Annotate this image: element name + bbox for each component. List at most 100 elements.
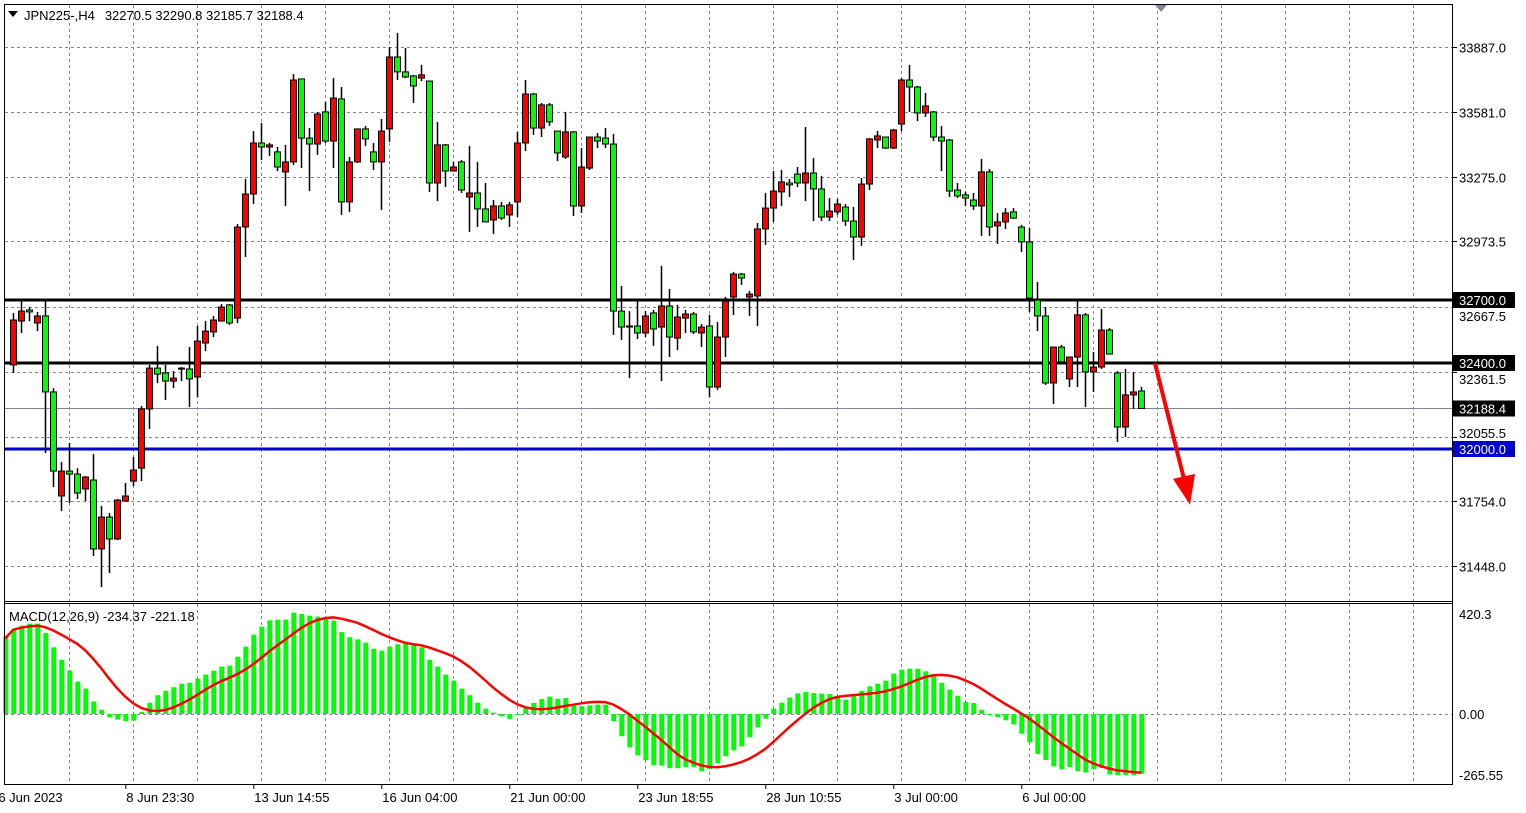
candle-body <box>298 78 305 139</box>
candle <box>818 175 825 222</box>
candle <box>306 128 313 192</box>
level-line-32000.0[interactable] <box>5 447 1452 451</box>
candle-body <box>570 131 577 207</box>
candle-body <box>506 204 513 216</box>
price-axis-label: 32973.5 <box>1459 235 1506 250</box>
candle-body <box>938 136 945 142</box>
candle <box>602 128 609 149</box>
candle <box>570 131 577 216</box>
macd-bar <box>483 708 489 714</box>
macd-bar <box>291 612 297 714</box>
candle <box>378 118 385 210</box>
candle <box>938 125 945 172</box>
candle-body <box>354 128 361 163</box>
candle-body <box>882 136 889 149</box>
candle <box>58 461 65 512</box>
level-line-32400.0[interactable] <box>5 361 1452 365</box>
candle-body <box>706 325 713 388</box>
candle <box>458 159 465 193</box>
candle <box>946 138 953 198</box>
candle-body <box>242 193 249 228</box>
chart-frame <box>4 4 1453 785</box>
candle <box>242 178 249 258</box>
price-axis-label: 32361.5 <box>1459 372 1506 387</box>
candle <box>738 272 745 285</box>
candle-body <box>762 207 769 230</box>
macd-bar <box>1051 714 1057 767</box>
time-axis-label: 21 Jun 00:00 <box>510 790 585 805</box>
macd-bar <box>787 697 793 714</box>
dropdown-triangle-icon[interactable] <box>8 11 18 17</box>
candle-body <box>874 135 881 141</box>
candle <box>754 222 761 326</box>
candle <box>554 130 561 162</box>
chart-shift-marker-icon[interactable] <box>1155 5 1167 12</box>
candle-body <box>522 93 529 144</box>
macd-bar <box>595 704 601 714</box>
candle-body <box>778 181 785 193</box>
sell-arrow-annotation[interactable] <box>1153 362 1195 505</box>
candle-body <box>1106 329 1113 355</box>
candle-body <box>602 137 609 145</box>
candle <box>1082 312 1089 408</box>
macd-bar <box>323 617 329 714</box>
candle-body <box>794 173 801 184</box>
candle <box>258 122 265 160</box>
candle-body <box>970 199 977 207</box>
candle-body <box>634 325 641 334</box>
macd-bar <box>499 714 505 717</box>
candle <box>538 102 545 138</box>
candle-body <box>826 210 833 218</box>
horizontal-level-lines[interactable] <box>5 298 1452 451</box>
candle <box>1130 371 1137 409</box>
candle-body <box>514 142 521 203</box>
candle-body <box>890 129 897 149</box>
candle-body <box>554 130 561 154</box>
level-line-32700.0[interactable] <box>5 298 1452 302</box>
macd-bar <box>27 623 33 714</box>
candle <box>722 297 729 358</box>
candle <box>298 78 305 169</box>
macd-bar <box>955 695 961 714</box>
candle-body <box>178 367 185 370</box>
arrow-shaft[interactable] <box>1153 362 1189 492</box>
macd-bar <box>843 699 849 714</box>
candle-body <box>138 408 145 469</box>
candle <box>986 168 993 236</box>
candle <box>114 498 121 541</box>
macd-bar <box>931 675 937 714</box>
candle <box>778 169 785 206</box>
candle-body <box>586 136 593 169</box>
candle <box>362 125 369 146</box>
candle <box>1090 351 1097 392</box>
candle <box>1026 228 1033 312</box>
macd-bar <box>107 714 113 718</box>
candle <box>42 300 49 454</box>
candle <box>330 78 337 169</box>
candle-body <box>130 469 137 482</box>
macd-bar <box>171 687 177 714</box>
candle-body <box>410 75 417 87</box>
macd-bar <box>1011 714 1017 725</box>
candle-body <box>122 495 129 502</box>
candle-body <box>1074 314 1081 358</box>
macd-bar <box>459 688 465 714</box>
candle <box>706 314 713 398</box>
macd-bar <box>1099 714 1105 768</box>
candle-body <box>538 104 545 129</box>
macd-bar <box>971 702 977 714</box>
candle-body <box>1130 391 1137 396</box>
price-axis-label: 33887.0 <box>1459 41 1506 56</box>
arrow-head-icon[interactable] <box>1173 473 1195 505</box>
candle <box>898 78 905 132</box>
macd-bar <box>35 623 41 714</box>
macd-bar <box>211 670 217 714</box>
candle-body <box>858 183 865 238</box>
candle-body <box>266 144 273 148</box>
time-axis-label: 23 Jun 18:55 <box>638 790 713 805</box>
candle-body <box>674 316 681 339</box>
candle-body <box>1082 314 1089 373</box>
macd-bar <box>1083 714 1089 773</box>
candle-body <box>370 151 377 163</box>
